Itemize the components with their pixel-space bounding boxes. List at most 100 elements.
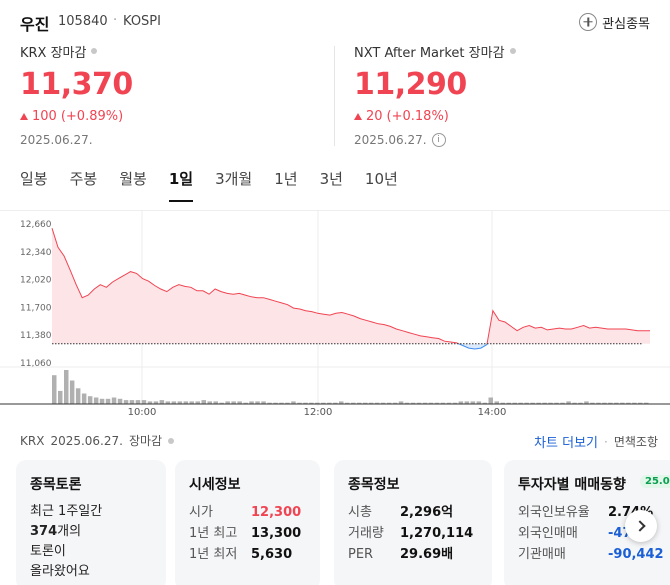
nxt-market-label: NXT After Market 장마감 — [354, 42, 654, 61]
volume-bar — [64, 370, 69, 404]
volume-bar — [524, 402, 529, 404]
volume-bar — [243, 402, 248, 404]
volume-bar — [392, 402, 398, 404]
tab-period-5[interactable]: 1년 — [274, 170, 298, 188]
topic-card[interactable]: 종목토론 최근 1주일간 374개의 토론이 올라왔어요 — [16, 460, 166, 585]
info-marketcap-value: 2,296억 — [400, 505, 454, 520]
y-tick-label: 12,660 — [20, 220, 52, 230]
volume-bar — [105, 398, 111, 404]
krx-date-text: 2025.06.27. — [20, 133, 93, 147]
topic-line-2: 374개의 — [30, 522, 152, 542]
tab-period-1[interactable]: 주봉 — [69, 170, 98, 188]
quote-open-value: 12,300 — [251, 505, 302, 520]
nxt-change-percent: (+0.18%) — [386, 108, 449, 124]
volume-bar — [542, 402, 547, 404]
tab-period-4[interactable]: 3개월 — [215, 170, 253, 188]
quote-open-row: 시가 12,300 — [189, 502, 306, 523]
info-per-value: 29.69배 — [400, 547, 454, 562]
investor-foreign-hold-label: 외국인보유율 — [518, 505, 590, 520]
chart-top-divider — [0, 210, 670, 211]
volume-bar — [99, 398, 105, 404]
nxt-date-text: 2025.06.27. — [354, 133, 427, 147]
stock-code: 105840 — [58, 14, 108, 29]
summary-cards: 종목토론 최근 1주일간 374개의 토론이 올라왔어요 시세정보 시가 12,3… — [16, 460, 670, 585]
volume-bar — [327, 402, 332, 404]
x-tick-label: 12:00 — [304, 407, 333, 418]
watchlist-label: 관심종목 — [602, 16, 650, 32]
volume-bar — [578, 402, 583, 404]
volume-bar — [626, 402, 631, 404]
volume-bar — [368, 402, 374, 404]
volume-bar — [638, 402, 643, 404]
volume-bar — [596, 402, 601, 404]
volume-bar — [219, 402, 224, 404]
investor-date-badge: 25.06. — [640, 475, 670, 488]
volume-bar — [440, 402, 446, 404]
nxt-date: 2025.06.27. i — [354, 132, 654, 148]
investor-foreign-trade-label: 외국인매매 — [518, 526, 578, 541]
investor-inst-trade-label: 기관매매 — [518, 547, 566, 562]
volume-bar — [111, 397, 117, 404]
volume-bar — [566, 401, 571, 404]
tab-period-7[interactable]: 10년 — [364, 170, 398, 188]
quote-card[interactable]: 시세정보 시가 12,300 1년 최고 13,300 1년 최저 5,630 — [175, 460, 320, 585]
volume-bar — [279, 402, 284, 404]
volume-bar — [189, 401, 194, 404]
volume-bar — [416, 402, 422, 404]
volume-bar — [255, 401, 260, 404]
disclaimer-link[interactable]: 면책조항 — [613, 435, 658, 449]
info-per-row: PER 29.69배 — [348, 544, 478, 565]
volume-bar — [75, 388, 81, 404]
investor-card-title: 투자자별 매매동향 — [518, 477, 626, 493]
info-card[interactable]: 종목정보 시총 2,296억 거래량 1,270,114 PER 29.69배 — [334, 460, 492, 585]
cards-next-button[interactable] — [625, 510, 657, 542]
chart-more-link[interactable]: 차트 더보기 — [534, 436, 598, 451]
intraday-chart[interactable]: 12,660 12,340 12,020 11,700 11,380 11,060 10:0… — [0, 210, 670, 420]
tab-period-2[interactable]: 월봉 — [119, 170, 147, 188]
footer-exchange: KRX — [20, 433, 45, 448]
volume-bar — [315, 402, 320, 404]
volume-bar — [404, 402, 410, 404]
volume-bar — [153, 401, 159, 404]
volume-bar — [380, 402, 386, 404]
volume-bar — [530, 402, 535, 404]
volume-bar — [309, 402, 314, 404]
quote-high-value: 13,300 — [251, 526, 302, 541]
tab-period-6[interactable]: 3년 — [319, 170, 343, 188]
status-dot-icon — [168, 437, 175, 444]
info-per-label: PER — [348, 547, 374, 562]
volume-bar — [339, 401, 344, 404]
tab-period-0[interactable]: 일봉 — [20, 170, 48, 188]
quote-high-row: 1년 최고 13,300 — [189, 523, 306, 544]
volume-bar — [207, 401, 212, 404]
nxt-label-text: NXT After Market 장마감 — [354, 45, 505, 61]
krx-label-text: KRX 장마감 — [20, 45, 87, 61]
volume-bar — [554, 402, 559, 404]
stock-market: KOSPI — [123, 14, 161, 29]
volume-bar — [69, 380, 75, 404]
volume-bar — [273, 402, 278, 404]
topic-count-suffix: 개의 — [57, 524, 82, 539]
krx-change-value: 100 — [32, 108, 57, 124]
volume-bar — [123, 400, 129, 404]
info-icon[interactable]: i — [431, 133, 446, 147]
separator-dot: · — [604, 434, 608, 449]
volume-bar — [129, 400, 135, 404]
plus-icon — [579, 13, 598, 31]
nxt-current-price: 11,290 — [354, 67, 467, 102]
volume-bar — [494, 401, 499, 404]
krx-change-percent: (+0.89%) — [60, 108, 124, 124]
quote-open-label: 시가 — [189, 505, 213, 520]
volume-bar — [201, 400, 206, 404]
volume-bar — [195, 401, 200, 404]
chart-svg: 12,660 12,340 12,020 11,700 11,380 11,060 10:0… — [0, 210, 670, 418]
info-volume-row: 거래량 1,270,114 — [348, 523, 478, 544]
volume-bar — [584, 401, 589, 404]
status-dot-icon — [509, 48, 516, 54]
volume-bar — [321, 402, 326, 404]
y-tick-label: 12,340 — [20, 248, 52, 258]
x-tick-label: 10:00 — [128, 407, 157, 418]
add-watchlist-button[interactable]: 관심종목 — [579, 10, 650, 34]
volume-bar — [225, 401, 230, 404]
tab-period-3[interactable]: 1일 — [168, 168, 194, 202]
